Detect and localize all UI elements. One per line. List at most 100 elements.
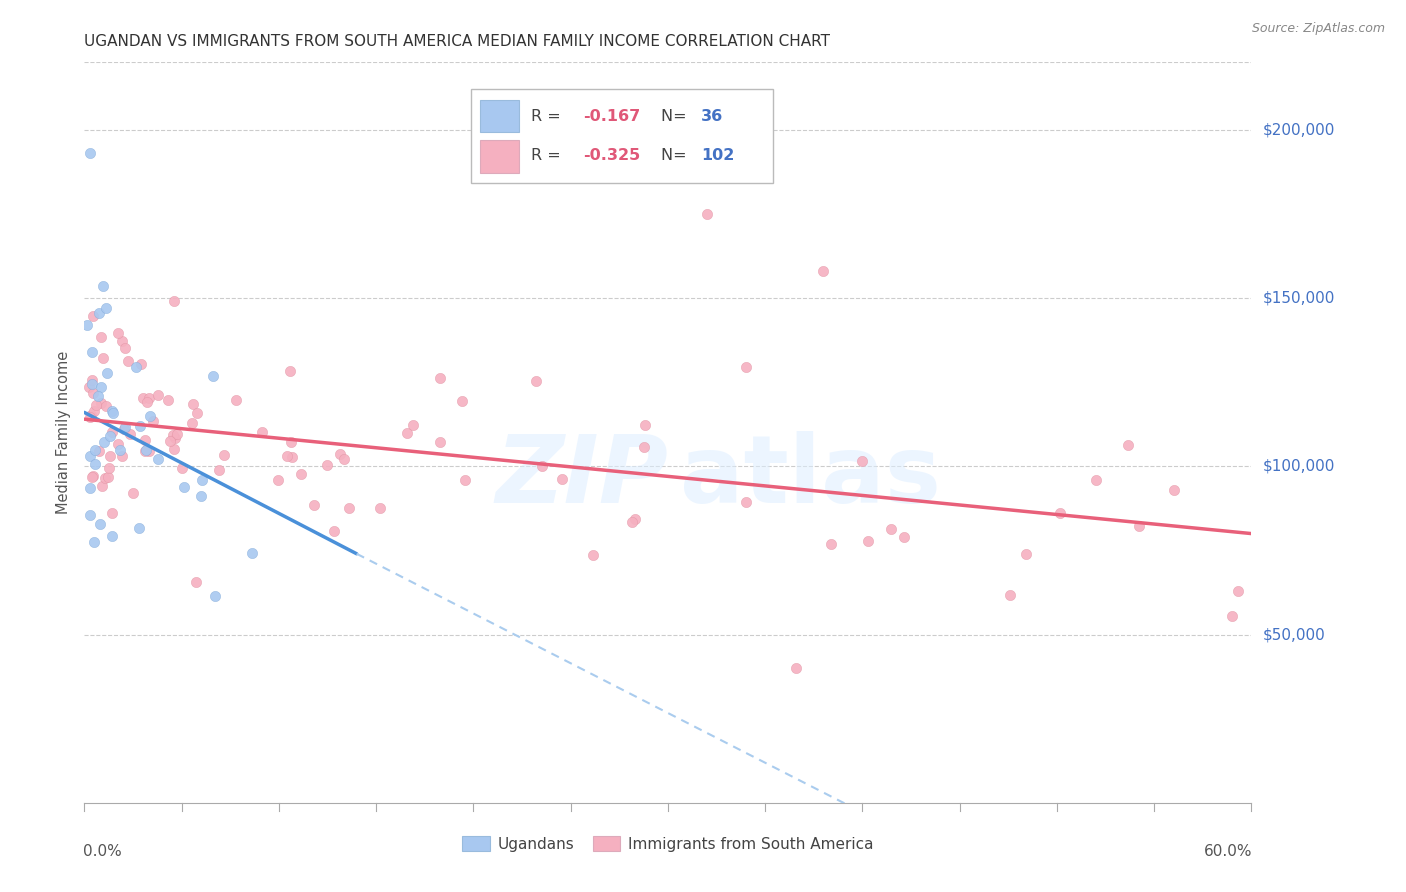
Point [191,473,214,487]
Point [97,470,120,484]
Text: $200,000: $200,000 [1263,122,1334,137]
Point [134,434,156,448]
Point [240,546,263,560]
Point [79,449,101,463]
Point [290,467,312,481]
Point [276,450,298,464]
Point [94,301,117,315]
Point [89,516,111,531]
Point [524,374,547,388]
Point [820,537,842,551]
Point [134,443,156,458]
Point [454,473,477,487]
Point [322,524,344,539]
Point [1000,588,1022,602]
Text: ZIP: ZIP [495,431,668,523]
Point [186,406,208,420]
Point [98,429,121,443]
Point [98,461,121,475]
Point [620,516,643,530]
Point [112,422,135,436]
Point [135,443,157,458]
Point [332,451,354,466]
Text: UGANDAN VS IMMIGRANTS FROM SOUTH AMERICA MEDIAN FAMILY INCOME CORRELATION CHART: UGANDAN VS IMMIGRANTS FROM SOUTH AMERICA… [84,34,831,49]
Point [79,482,101,496]
Point [83,442,105,457]
Point [83,535,105,549]
Point [83,404,105,418]
Point [1084,473,1107,487]
Point [278,364,301,378]
Point [89,444,111,458]
Point [91,351,114,365]
Text: Source: ZipAtlas.com: Source: ZipAtlas.com [1251,22,1385,36]
Point [101,406,124,420]
Point [129,357,152,371]
Point [551,471,574,485]
Text: N=: N= [661,148,692,163]
Point [111,449,134,463]
Point [368,501,391,516]
Point [82,386,104,401]
Point [735,360,758,375]
Point [131,391,153,405]
Y-axis label: Median Family Income: Median Family Income [56,351,72,515]
Point [136,394,159,409]
Point [1163,483,1185,497]
Point [100,425,122,439]
Point [82,469,104,483]
Point [107,437,129,451]
Point [181,416,204,430]
Point [1116,438,1139,452]
Text: 60.0%: 60.0% [1204,844,1253,858]
Point [252,425,274,440]
Point [142,414,165,428]
Point [329,447,352,461]
Point [90,395,112,409]
Text: atlas: atlas [679,431,941,523]
Point [94,470,117,484]
Point [451,394,474,409]
Point [880,522,903,536]
Point [281,450,304,464]
Point [337,501,360,516]
Point [858,534,880,549]
Point [146,451,169,466]
Text: -0.167: -0.167 [583,109,640,124]
Point [117,354,139,368]
Point [162,428,184,442]
Point [94,399,117,413]
Point [79,410,101,425]
Point [146,388,169,402]
Point [98,449,121,463]
Point [125,360,148,375]
Point [101,506,124,520]
Point [280,435,302,450]
Point [129,419,152,434]
Point [181,397,204,411]
Point [84,457,107,471]
Point [90,330,112,344]
Point [118,426,141,441]
Point [159,434,181,448]
Point [166,427,188,442]
Point [429,371,451,385]
Point [1128,519,1150,533]
Point [696,207,718,221]
Point [91,279,114,293]
Point [402,417,425,432]
Point [1220,608,1243,623]
Point [267,473,290,487]
Point [122,486,145,500]
Point [173,479,195,493]
Point [396,425,419,440]
Point [633,440,655,454]
Point [87,389,110,403]
Point [96,367,118,381]
Point [138,391,160,405]
Point [80,376,103,391]
Point [93,435,115,450]
Point [111,334,134,349]
Point [86,398,108,412]
Text: $150,000: $150,000 [1263,291,1334,305]
